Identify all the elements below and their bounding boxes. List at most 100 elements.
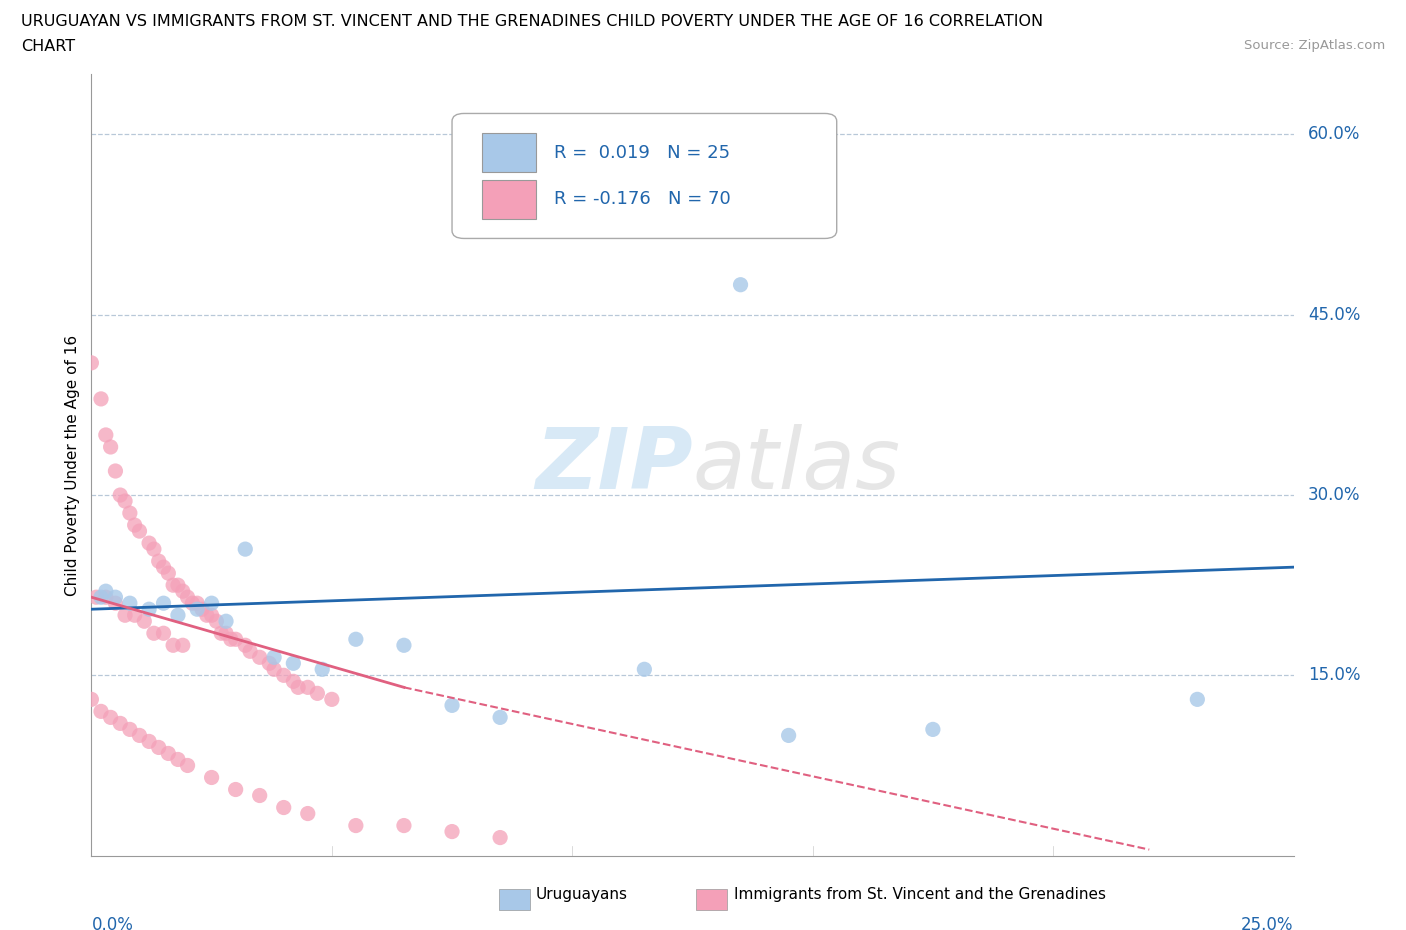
Text: Uruguayans: Uruguayans xyxy=(536,887,627,902)
Point xyxy=(225,631,247,646)
Point xyxy=(489,830,512,845)
Point xyxy=(162,638,184,653)
Point xyxy=(287,680,309,695)
Text: Source: ZipAtlas.com: Source: ZipAtlas.com xyxy=(1244,39,1385,52)
FancyBboxPatch shape xyxy=(482,179,536,219)
Point xyxy=(186,596,208,611)
Point xyxy=(249,650,271,665)
Point xyxy=(138,602,160,617)
Point xyxy=(94,584,117,599)
Point xyxy=(259,656,281,671)
Point xyxy=(307,686,329,701)
Point xyxy=(297,806,319,821)
Point xyxy=(585,218,607,232)
Point xyxy=(110,487,132,502)
Point xyxy=(167,608,190,623)
Point xyxy=(138,536,160,551)
Text: 30.0%: 30.0% xyxy=(1308,486,1361,504)
Point xyxy=(181,596,204,611)
Point xyxy=(148,740,170,755)
Point xyxy=(392,638,415,653)
Point xyxy=(263,650,285,665)
Text: Immigrants from St. Vincent and the Grenadines: Immigrants from St. Vincent and the Gren… xyxy=(734,887,1107,902)
Point xyxy=(94,428,117,443)
Text: 0.0%: 0.0% xyxy=(91,916,134,930)
FancyBboxPatch shape xyxy=(451,113,837,238)
Point xyxy=(104,590,127,604)
Point xyxy=(392,818,415,833)
Point xyxy=(167,578,190,592)
Point xyxy=(176,758,198,773)
Point xyxy=(90,392,112,406)
Point xyxy=(94,590,117,604)
Text: URUGUAYAN VS IMMIGRANTS FROM ST. VINCENT AND THE GRENADINES CHILD POVERTY UNDER : URUGUAYAN VS IMMIGRANTS FROM ST. VINCENT… xyxy=(21,14,1043,29)
Point xyxy=(440,824,463,839)
Point xyxy=(215,614,238,629)
Text: ZIP: ZIP xyxy=(534,423,692,507)
Point xyxy=(191,602,214,617)
Point xyxy=(172,638,194,653)
Point xyxy=(80,355,103,370)
Text: R =  0.019   N = 25: R = 0.019 N = 25 xyxy=(554,143,730,162)
Point xyxy=(142,541,165,556)
Point xyxy=(219,631,242,646)
Point xyxy=(124,518,146,533)
Point xyxy=(215,626,238,641)
FancyBboxPatch shape xyxy=(482,133,536,172)
Point xyxy=(134,614,156,629)
Point xyxy=(195,608,218,623)
Point xyxy=(100,710,122,724)
Point xyxy=(90,590,112,604)
Point xyxy=(90,704,112,719)
Y-axis label: Child Poverty Under the Age of 16: Child Poverty Under the Age of 16 xyxy=(65,335,80,595)
Point xyxy=(730,277,752,292)
Point xyxy=(118,722,141,737)
Point xyxy=(273,800,295,815)
Point xyxy=(311,662,333,677)
Text: atlas: atlas xyxy=(692,423,900,507)
Point xyxy=(114,608,136,623)
Point xyxy=(249,788,271,803)
Point xyxy=(114,494,136,509)
Point xyxy=(344,631,367,646)
Point xyxy=(922,722,945,737)
Point xyxy=(110,716,132,731)
Point xyxy=(80,692,103,707)
Point xyxy=(297,680,319,695)
Point xyxy=(142,626,165,641)
Point xyxy=(205,614,228,629)
Point xyxy=(283,656,305,671)
Point xyxy=(152,596,174,611)
Point xyxy=(148,553,170,568)
Text: 45.0%: 45.0% xyxy=(1308,306,1361,324)
Text: 25.0%: 25.0% xyxy=(1241,916,1294,930)
Point xyxy=(201,770,224,785)
Point xyxy=(176,590,198,604)
Point xyxy=(263,662,285,677)
Point xyxy=(186,602,208,617)
Point xyxy=(157,746,180,761)
Point xyxy=(162,578,184,592)
Text: 60.0%: 60.0% xyxy=(1308,126,1361,143)
Point xyxy=(84,590,107,604)
Point xyxy=(225,782,247,797)
Text: 15.0%: 15.0% xyxy=(1308,666,1361,684)
Point xyxy=(100,440,122,455)
Point xyxy=(167,752,190,767)
Point xyxy=(239,644,262,658)
Point xyxy=(152,626,174,641)
Point xyxy=(118,596,141,611)
Point xyxy=(489,710,512,724)
Point xyxy=(104,596,127,611)
Point xyxy=(233,541,256,556)
Point xyxy=(172,584,194,599)
Point xyxy=(283,674,305,689)
Point xyxy=(633,662,655,677)
Point xyxy=(440,698,463,712)
Point xyxy=(138,734,160,749)
Text: R = -0.176   N = 70: R = -0.176 N = 70 xyxy=(554,191,731,208)
Point xyxy=(124,608,146,623)
Point xyxy=(201,596,224,611)
Point xyxy=(273,668,295,683)
Point xyxy=(537,218,560,232)
